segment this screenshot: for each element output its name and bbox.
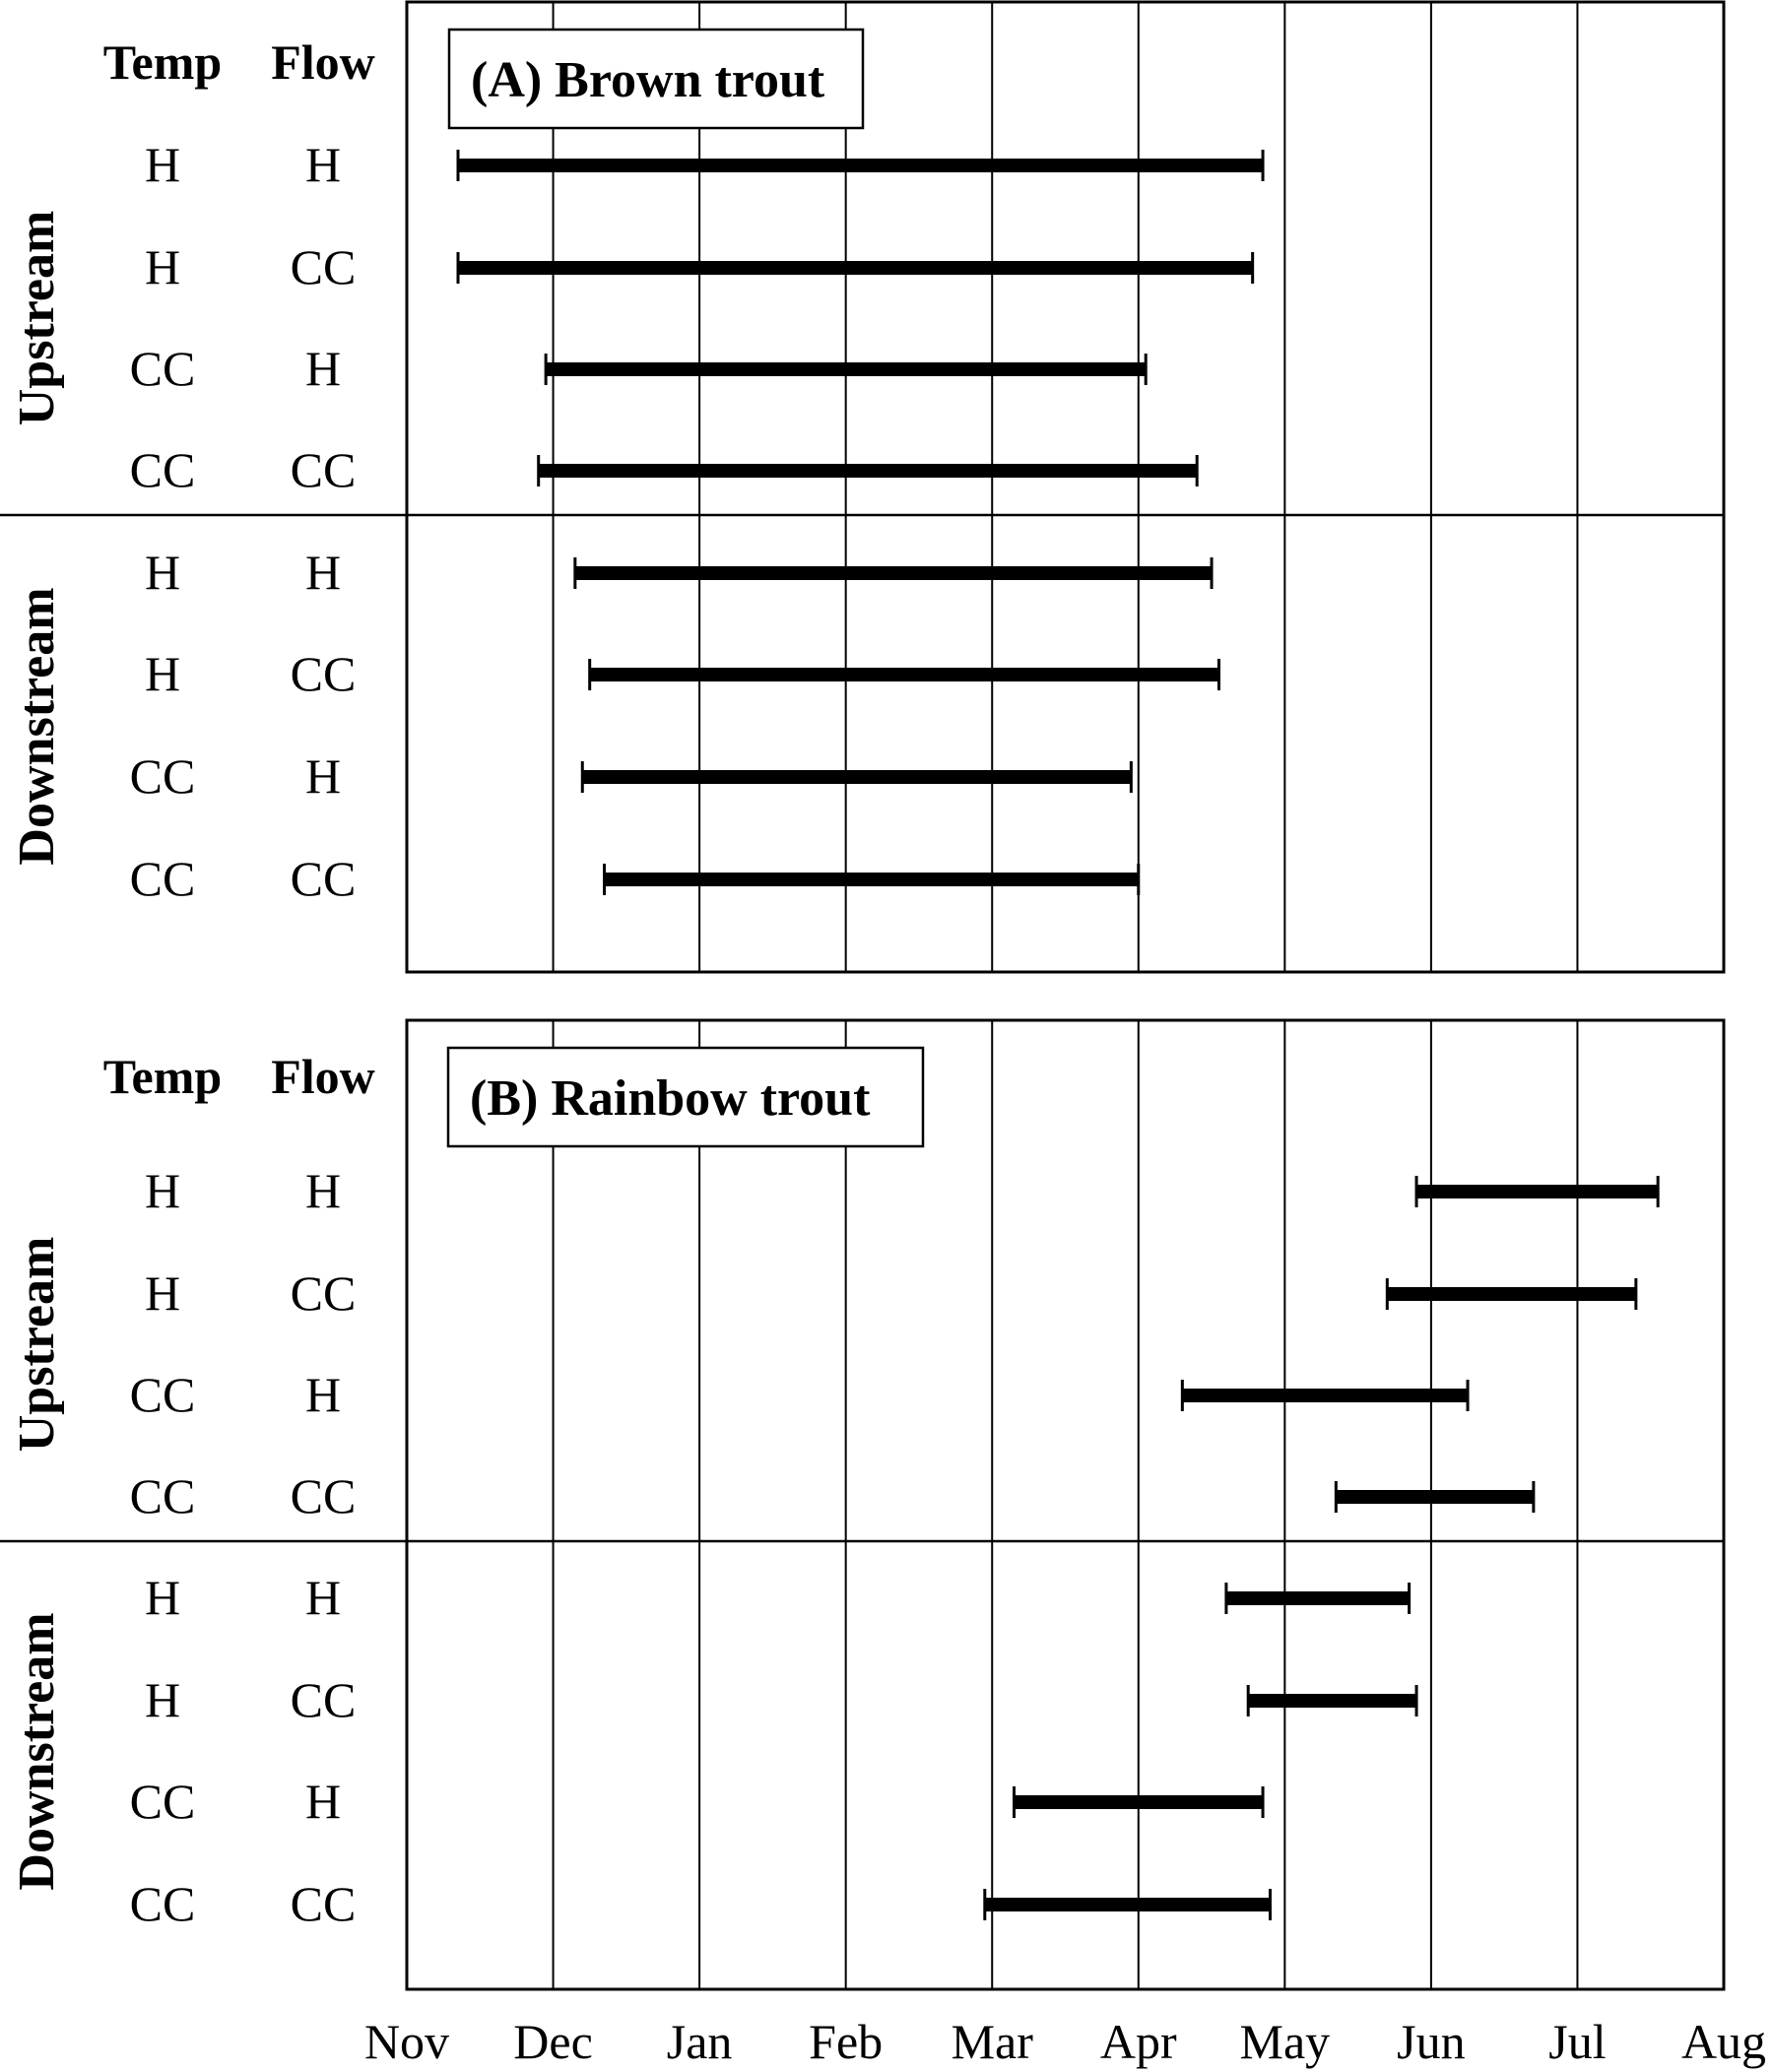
- panel-rainbow-trout: (B) Rainbow trout Temp Flow Upstream Downstr…: [0, 1018, 1726, 1991]
- row-flow-label: H: [305, 341, 341, 396]
- panel-title-box: [446, 1046, 925, 1148]
- row-flow-label: CC: [291, 442, 357, 497]
- row-flow-label: CC: [291, 1876, 357, 1931]
- group-label-upstream: Upstream: [9, 211, 65, 426]
- row-flow-label: CC: [291, 646, 357, 701]
- x-tick-label: Jan: [667, 2014, 733, 2069]
- row-temp-label: CC: [130, 1774, 196, 1829]
- group-label-downstream: Downstream: [9, 587, 65, 865]
- x-tick-label: Aug: [1681, 2014, 1766, 2069]
- row-flow-label: H: [305, 748, 341, 804]
- x-tick-label: Nov: [364, 2014, 449, 2069]
- group-label-downstream: Downstream: [9, 1612, 65, 1890]
- row-temp-label: H: [145, 1570, 180, 1625]
- row-flow-label: H: [305, 1367, 341, 1422]
- temp-header: Temp: [103, 34, 222, 90]
- x-tick-label: Apr: [1100, 2014, 1177, 2069]
- row-temp-label: H: [145, 1265, 180, 1321]
- row-temp-label: CC: [130, 748, 196, 804]
- row-flow-label: CC: [291, 1265, 357, 1321]
- plot-frame: [405, 0, 1726, 974]
- row-flow-label: CC: [291, 1672, 357, 1727]
- panel-title: (A) Brown trout: [471, 52, 825, 108]
- row-temp-label: CC: [130, 1876, 196, 1931]
- row-temp-label: CC: [130, 1468, 196, 1523]
- row-flow-label: H: [305, 545, 341, 600]
- x-tick-label: May: [1240, 2014, 1331, 2069]
- group-label-upstream: Upstream: [9, 1237, 65, 1453]
- row-temp-label: CC: [130, 442, 196, 497]
- x-tick-label: Mar: [952, 2014, 1034, 2069]
- panel-title-box: [447, 28, 865, 130]
- x-tick-label: Jun: [1397, 2014, 1465, 2069]
- row-temp-label: H: [145, 137, 180, 192]
- row-flow-label: H: [305, 1163, 341, 1218]
- row-temp-label: CC: [130, 851, 196, 906]
- row-flow-label: H: [305, 1570, 341, 1625]
- row-temp-label: H: [145, 646, 180, 701]
- panel-title: (B) Rainbow trout: [470, 1070, 871, 1127]
- row-flow-label: H: [305, 1774, 341, 1829]
- flow-header: Flow: [271, 1049, 375, 1104]
- row-temp-label: H: [145, 1163, 180, 1218]
- row-flow-label: CC: [291, 1468, 357, 1523]
- row-temp-label: CC: [130, 341, 196, 396]
- row-flow-label: CC: [291, 851, 357, 906]
- row-flow-label: CC: [291, 239, 357, 294]
- x-tick-label: Dec: [513, 2014, 593, 2069]
- plot-frame: [405, 1018, 1726, 1991]
- row-flow-label: H: [305, 137, 341, 192]
- x-tick-label: Jul: [1548, 2014, 1606, 2069]
- row-temp-label: H: [145, 1672, 180, 1727]
- panel-brown-trout: (A) Brown trout Temp Flow Upstream Downstrea…: [0, 0, 1726, 974]
- row-temp-label: H: [145, 545, 180, 600]
- row-temp-label: H: [145, 239, 180, 294]
- x-tick-label: Feb: [809, 2014, 883, 2069]
- temp-header: Temp: [103, 1049, 222, 1104]
- row-temp-label: CC: [130, 1367, 196, 1422]
- flow-header: Flow: [271, 34, 375, 90]
